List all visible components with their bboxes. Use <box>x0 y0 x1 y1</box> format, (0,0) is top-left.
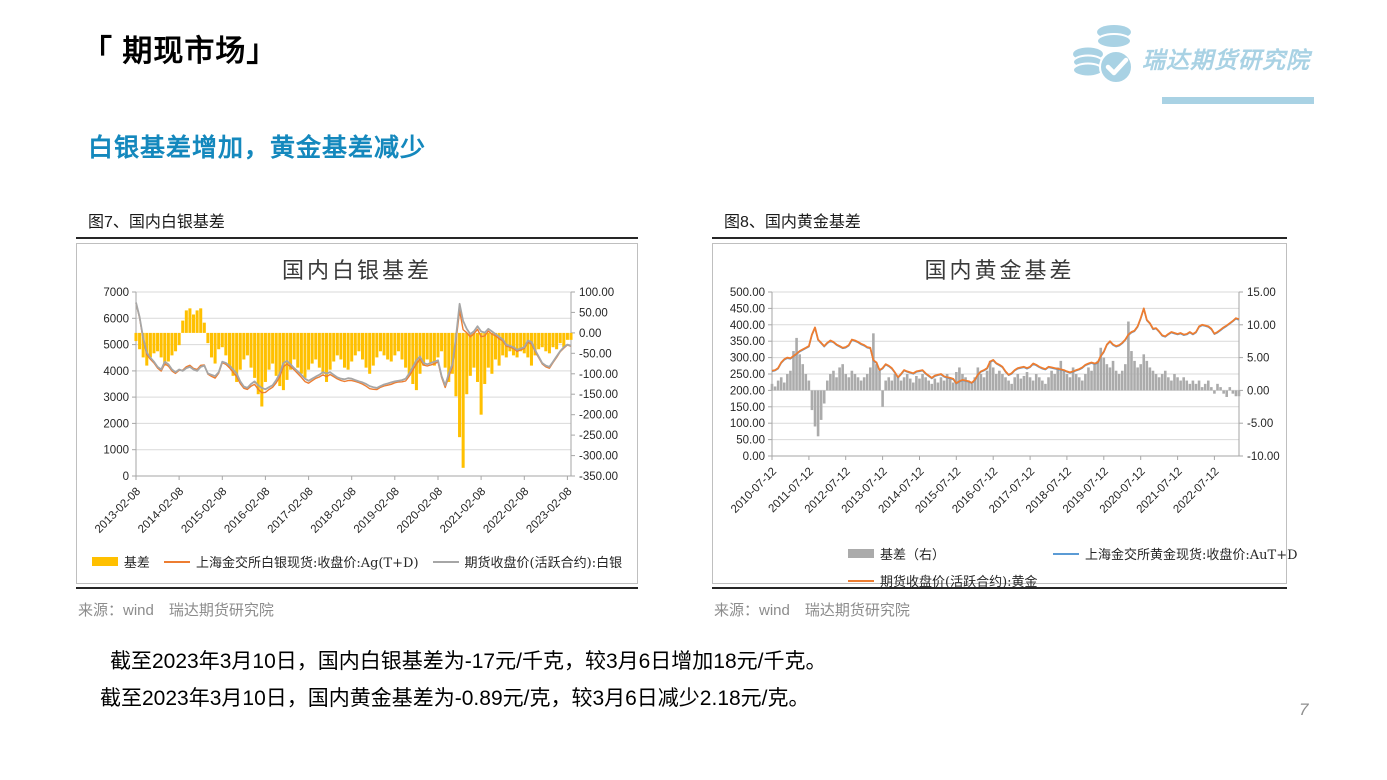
brand-logo: 瑞达期货研究院 <box>1072 22 1320 104</box>
svg-text:1000: 1000 <box>103 445 129 457</box>
legend-label: 期货收盘价(活跃合约):黄金 <box>880 575 1038 590</box>
svg-text:2013-02-08: 2013-02-08 <box>93 486 143 536</box>
gold-card-rule <box>712 587 1287 589</box>
svg-text:200.00: 200.00 <box>730 385 765 397</box>
brand-name: 瑞达期货研究院 <box>1142 46 1310 73</box>
legend-swatch <box>432 560 459 563</box>
svg-text:0.00: 0.00 <box>1247 385 1269 397</box>
svg-text:2021-02-08: 2021-02-08 <box>438 486 488 536</box>
svg-text:4000: 4000 <box>103 366 129 378</box>
svg-text:-5.00: -5.00 <box>1247 418 1273 430</box>
svg-text:2014-02-08: 2014-02-08 <box>136 486 186 536</box>
summary-line-1: 截至2023年3月10日，国内白银基差为-17元/千克，较3月6日增加18元/千… <box>110 650 827 673</box>
svg-text:-250.00: -250.00 <box>579 430 618 442</box>
svg-text:2000: 2000 <box>103 418 129 430</box>
svg-text:-50.00: -50.00 <box>579 348 612 360</box>
svg-text:-10.00: -10.00 <box>1247 451 1280 463</box>
svg-text:2018-02-08: 2018-02-08 <box>309 486 359 536</box>
page-title: 「 期现市场」 <box>82 35 278 68</box>
svg-text:-200.00: -200.00 <box>579 410 618 422</box>
summary-line-2: 截至2023年3月10日，国内黄金基差为-0.89元/克，较3月6日减少2.18… <box>100 687 810 710</box>
legend-item: 上海金交所黄金现货:收盘价:AuT+D <box>1053 544 1298 563</box>
silver-card-rule <box>76 587 638 589</box>
svg-text:2017-02-08: 2017-02-08 <box>266 486 316 536</box>
legend-label: 上海金交所白银现货:收盘价:Ag(T+D) <box>195 556 419 571</box>
legend-item: 基差 <box>91 552 150 571</box>
svg-text:2022-02-08: 2022-02-08 <box>481 486 531 536</box>
svg-text:250.00: 250.00 <box>730 369 765 381</box>
gold-chart-frame: 国内黄金基差 0.00 50.00 100.00 150.00 200.00 250.00… <box>712 243 1298 590</box>
svg-text:-350.00: -350.00 <box>579 471 618 483</box>
svg-text:100.00: 100.00 <box>579 287 614 299</box>
svg-text:0.00: 0.00 <box>743 451 765 463</box>
legend-label: 期货收盘价(活跃合约):白银 <box>464 556 623 571</box>
svg-text:15.00: 15.00 <box>1247 287 1276 299</box>
legend-item: 期货收盘价(活跃合约):黄金 <box>848 571 1053 590</box>
legend-swatch <box>848 549 874 558</box>
summary-block: 截至2023年3月10日，国内白银基差为-17元/千克，较3月6日增加18元/千… <box>100 643 827 717</box>
svg-text:5.00: 5.00 <box>1247 353 1269 365</box>
svg-text:-300.00: -300.00 <box>579 451 618 463</box>
svg-text:3000: 3000 <box>103 392 129 404</box>
page-number: 7 <box>1299 700 1309 719</box>
silver-chart-title: 国内白银基差 <box>281 259 432 284</box>
svg-text:0.00: 0.00 <box>579 328 601 340</box>
svg-text:7000: 7000 <box>103 287 129 299</box>
svg-text:0: 0 <box>123 471 129 483</box>
legend-swatch <box>163 560 190 563</box>
legend-swatch <box>1053 552 1079 555</box>
gold-chart-legend: 基差（右） 上海金交所黄金现货:收盘价:AuT+D 期货收盘价(活跃合约):黄金 <box>713 544 1298 590</box>
legend-label: 上海金交所黄金现货:收盘价:AuT+D <box>1085 548 1298 563</box>
legend-item: 基差（右） <box>848 544 1053 563</box>
svg-text:2015-02-08: 2015-02-08 <box>179 486 229 536</box>
gold-source-note: 来源：wind 瑞达期货研究院 <box>714 602 910 619</box>
svg-text:2023-02-08: 2023-02-08 <box>524 486 574 536</box>
coins-logo-icon <box>1072 22 1136 93</box>
brand-underline <box>1162 97 1314 104</box>
svg-text:2020-02-08: 2020-02-08 <box>395 486 445 536</box>
legend-item: 上海金交所白银现货:收盘价:Ag(T+D) <box>163 552 419 571</box>
silver-chart-frame: 国内白银基差 0 1000 2000 3000 4000 5000 6000 7000 -350… <box>76 243 638 584</box>
svg-text:50.00: 50.00 <box>736 435 765 447</box>
svg-text:2016-02-08: 2016-02-08 <box>222 486 272 536</box>
svg-text:100.00: 100.00 <box>730 418 765 430</box>
gold-chart-card: 图8、国内黄金基差 国内黄金基差 0.00 50.00 100.00 150.00 20… <box>712 205 1298 620</box>
svg-text:-150.00: -150.00 <box>579 389 618 401</box>
silver-chart-plot: 0 1000 2000 3000 4000 5000 6000 7000 -350.00 -300… <box>93 287 618 536</box>
legend-label: 基差（右） <box>880 548 946 563</box>
svg-text:450.00: 450.00 <box>730 303 765 315</box>
svg-text:150.00: 150.00 <box>730 402 765 414</box>
legend-item: 期货收盘价(活跃合约):白银 <box>432 552 623 571</box>
section-subtitle: 白银基差增加，黄金基差减少 <box>88 134 427 162</box>
svg-text:6000: 6000 <box>103 313 129 325</box>
legend-swatch <box>848 579 874 582</box>
silver-chart-card: 图7、国内白银基差 国内白银基差 0 1000 2000 3000 4000 5000 60… <box>76 205 638 620</box>
svg-text:500.00: 500.00 <box>730 287 765 299</box>
svg-text:300.00: 300.00 <box>730 353 765 365</box>
svg-text:10.00: 10.00 <box>1247 320 1276 332</box>
svg-text:2019-02-08: 2019-02-08 <box>352 486 402 536</box>
gold-chart-plot: 0.00 50.00 100.00 150.00 200.00 250.00 300.00 3… <box>729 287 1280 516</box>
legend-label: 基差 <box>123 556 150 571</box>
silver-source-note: 来源：wind 瑞达期货研究院 <box>78 602 274 619</box>
svg-text:5000: 5000 <box>103 340 129 352</box>
gold-chart-title: 国内黄金基差 <box>924 259 1075 284</box>
svg-text:50.00: 50.00 <box>579 307 608 319</box>
silver-figure-header: 图7、国内白银基差 <box>76 205 638 239</box>
silver-chart-legend: 基差 上海金交所白银现货:收盘价:Ag(T+D) 期货收盘价(活跃合约):白银 <box>77 552 637 571</box>
gold-figure-header: 图8、国内黄金基差 <box>712 205 1287 239</box>
legend-swatch <box>91 557 118 566</box>
svg-text:-100.00: -100.00 <box>579 369 618 381</box>
svg-text:350.00: 350.00 <box>730 336 765 348</box>
svg-text:400.00: 400.00 <box>730 320 765 332</box>
